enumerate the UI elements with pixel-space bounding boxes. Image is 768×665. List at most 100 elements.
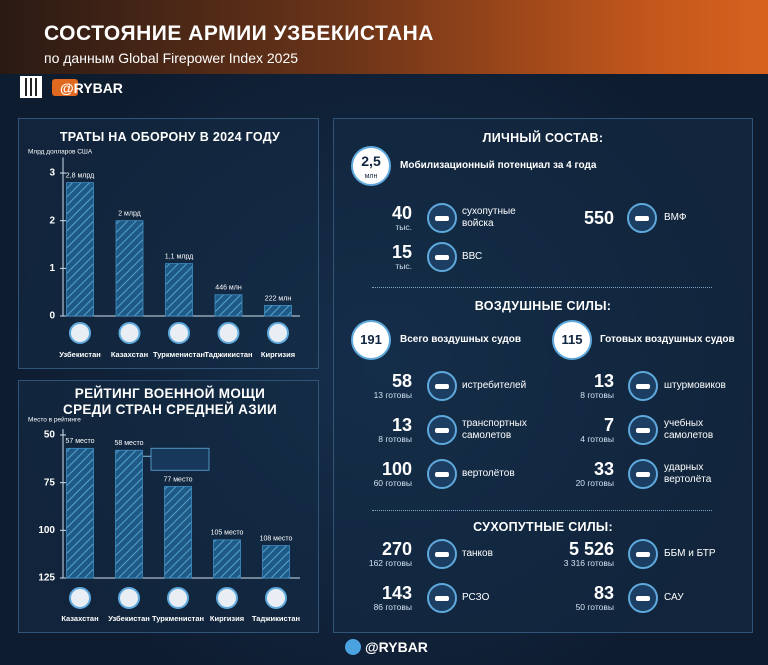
badge-value: 115	[561, 332, 583, 347]
flag	[69, 587, 91, 609]
telegram-icon	[345, 639, 361, 655]
y-tick-label: 1	[49, 263, 55, 274]
section-title: ЛИЧНЫЙ СОСТАВ:	[482, 131, 604, 145]
x-tick-label: Таджикистан	[204, 350, 252, 359]
section-title: ВОЗДУШНЫЕ СИЛЫ:	[474, 299, 612, 313]
item-value: 100	[381, 459, 412, 479]
bar	[214, 294, 243, 317]
panel-forces	[333, 118, 753, 633]
icon	[628, 583, 658, 613]
flag	[267, 322, 289, 344]
bar	[165, 263, 193, 317]
item-unit: тыс.	[395, 222, 412, 232]
icon	[628, 539, 658, 569]
bar	[164, 486, 192, 579]
item-label: учебных самолетов	[664, 418, 714, 441]
icon	[427, 203, 457, 233]
data-label: 446 млн	[215, 285, 242, 292]
item-value: 40	[391, 203, 412, 223]
flag	[168, 322, 190, 344]
page-subtitle: по данным Global Firepower Index 2025	[44, 50, 299, 66]
item-ready: 20 готовы	[575, 478, 614, 488]
flag	[69, 322, 91, 344]
bar	[66, 447, 94, 579]
icon	[627, 203, 657, 233]
y-tick-label: 100	[38, 525, 55, 536]
item-unit: тыс.	[395, 261, 412, 271]
x-tick-label: Узбекистан	[108, 614, 150, 623]
page-title: СОСТОЯНИЕ АРМИИ УЗБЕКИСТАНА	[44, 22, 434, 45]
item-label: сухопутные войска	[462, 206, 516, 229]
flag	[118, 322, 141, 344]
badge-value: 191	[360, 332, 382, 347]
icon	[427, 583, 457, 613]
x-tick-label: Таджикистан	[252, 614, 300, 623]
bar	[115, 220, 144, 317]
data-label: 1,1 млрд	[165, 253, 193, 260]
item-label: ВВС	[462, 251, 483, 262]
x-tick-label: Киргизия	[261, 350, 295, 359]
badge: 191	[351, 320, 391, 360]
flag	[118, 587, 140, 609]
data-label: 108 место	[260, 535, 293, 542]
icon	[628, 371, 658, 401]
item-label: танков	[462, 548, 493, 559]
item-value: 13	[391, 415, 412, 435]
item-label: САУ	[664, 592, 684, 603]
brand: @RYBAR	[60, 80, 123, 96]
data-label: 2 млрд	[118, 211, 141, 218]
item-ready: 4 готовы	[580, 434, 614, 444]
badge: 115	[552, 320, 592, 360]
x-tick-label: Узбекистан	[59, 350, 101, 359]
y-tick-label: 125	[38, 573, 55, 584]
y-tick-label: 3	[49, 168, 55, 179]
x-tick-label: Туркменистан	[152, 614, 204, 623]
data-label: 222 млн	[265, 295, 292, 302]
y-tick-label: 2	[49, 215, 55, 226]
data-label: 77 место	[164, 476, 193, 483]
annotation-box	[150, 447, 210, 471]
item-ready: 60 готовы	[373, 478, 412, 488]
item-ready: 3 316 готовы	[563, 558, 614, 568]
item-value: 13	[593, 371, 614, 391]
icon	[427, 371, 457, 401]
badge: 2,5 млн	[351, 146, 391, 186]
item-label: ударных вертолёта	[664, 462, 712, 485]
item-label: истребителей	[462, 380, 527, 391]
icon	[427, 242, 457, 272]
y-axis-label: Место в рейтинге	[28, 416, 81, 424]
item-ready: 8 готовы	[580, 390, 614, 400]
item-label: транспортных самолетов	[462, 418, 527, 441]
item-value: 83	[593, 583, 614, 603]
bar	[213, 539, 241, 579]
item-value: 33	[593, 459, 614, 479]
data-label: 58 место	[115, 440, 144, 447]
x-tick-label: Киргизия	[210, 614, 244, 623]
flag	[216, 587, 238, 609]
x-tick-label: Казахстан	[61, 614, 98, 623]
item-label: штурмовиков	[664, 380, 726, 391]
badge-unit: млн	[364, 173, 378, 180]
total-label: Всего воздушных судов	[400, 334, 521, 345]
item-value: 7	[603, 415, 614, 435]
icon	[628, 459, 658, 489]
y-tick-label: 75	[44, 477, 56, 488]
icon	[628, 415, 658, 445]
flag	[167, 587, 189, 609]
divider	[372, 510, 712, 511]
item-ready: 162 готовы	[368, 558, 412, 568]
icon	[427, 459, 457, 489]
item-label: ББМ и БТР	[664, 548, 716, 559]
icon	[427, 539, 457, 569]
bar	[115, 449, 143, 579]
item-value: 550	[583, 208, 614, 228]
bar	[66, 182, 94, 317]
bar	[262, 545, 290, 579]
y-axis-label: Млрд долларов США	[28, 149, 93, 156]
item-value: 143	[381, 583, 412, 603]
chart-title: РЕЙТИНГ ВОЕННОЙ МОЩИ СРЕДИ СТРАН СРЕДНЕЙ…	[63, 386, 277, 417]
section-title: СУХОПУТНЫЕ СИЛЫ:	[473, 520, 613, 534]
footer: @RYBAR	[0, 637, 768, 659]
mobilization-label: Мобилизационный потенциал за 4 года	[400, 160, 597, 171]
